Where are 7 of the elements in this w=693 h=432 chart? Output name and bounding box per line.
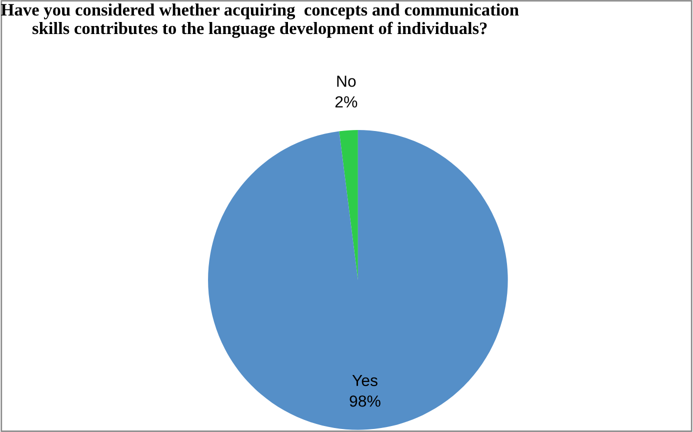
pie-slice <box>208 130 508 430</box>
slice-label: No <box>337 76 356 87</box>
data-label: 2% <box>335 96 358 108</box>
data-label: 98% <box>350 395 380 407</box>
pie-slice <box>339 130 358 280</box>
chart-title: Have you considered whether acquiring concepts and communication skills contributes to the language development of individuals? <box>1 3 519 38</box>
slice-label: Yes <box>352 374 378 386</box>
